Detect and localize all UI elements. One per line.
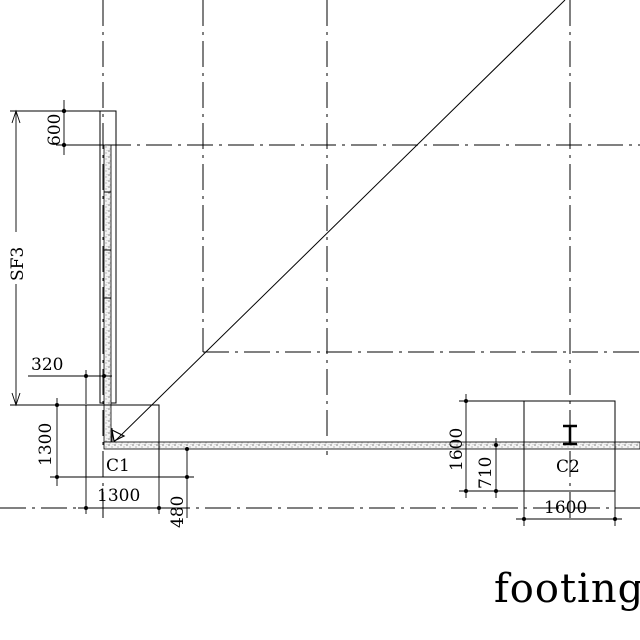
dimension-1300-vertical-text: 1300 bbox=[36, 423, 56, 466]
dimension-710-text: 710 bbox=[476, 457, 496, 489]
dimension-sf3-text: SF3 bbox=[8, 247, 28, 281]
dimension-1300-horizontal bbox=[78, 477, 170, 514]
footing-c1-label: C1 bbox=[106, 456, 130, 476]
dimension-480-text: 480 bbox=[168, 496, 188, 528]
footing-c2-label: C2 bbox=[556, 457, 580, 477]
footing-c2 bbox=[523, 400, 616, 492]
dimension-600-text: 600 bbox=[45, 114, 65, 146]
dimension-480 bbox=[159, 447, 194, 518]
dimension-320 bbox=[28, 370, 112, 404]
dimension-1600-horizontal-text: 1600 bbox=[544, 498, 587, 518]
dimension-1300-horizontal-text: 1300 bbox=[97, 486, 140, 506]
dimension-320-text: 320 bbox=[31, 355, 63, 375]
dimension-1600-vertical-text: 1600 bbox=[447, 428, 467, 471]
footing-c1 bbox=[85, 404, 160, 478]
dimension-1600-horizontal bbox=[516, 491, 622, 526]
drawing-title: footing bbox=[494, 566, 640, 612]
vertical-strip-footing bbox=[99, 110, 117, 443]
horizontal-strip-footing bbox=[103, 441, 640, 450]
sf3-text-mask bbox=[6, 232, 26, 284]
diagonal-line bbox=[112, 0, 566, 444]
dimension-1300-vertical bbox=[50, 398, 86, 486]
dimension-710 bbox=[489, 438, 503, 498]
